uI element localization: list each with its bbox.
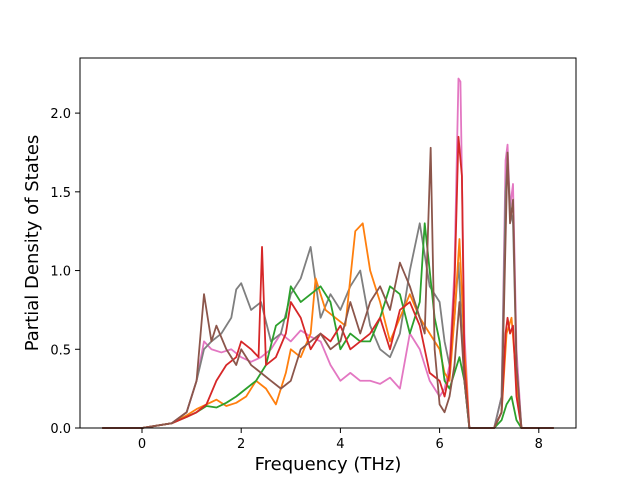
x-tick-label: 6	[435, 437, 443, 452]
y-tick-label: 0.5	[50, 343, 71, 358]
x-tick-label: 8	[535, 437, 543, 452]
y-tick-label: 0.0	[50, 422, 71, 437]
series-line-6	[102, 146, 554, 429]
y-axis: 0.0 0.5 1.0 1.5 2.0	[50, 107, 80, 437]
x-tick-label: 2	[237, 437, 245, 452]
y-tick-label: 1.0	[50, 265, 71, 280]
y-tick-label: 2.0	[50, 107, 71, 122]
series-line-2	[102, 159, 554, 429]
x-axis: 0 2 4 6 8	[138, 428, 543, 452]
axes-frame	[79, 57, 577, 429]
y-tick-label: 1.5	[50, 186, 71, 201]
x-tick-label: 4	[336, 437, 344, 452]
y-axis-label: Partial Density of States	[22, 135, 43, 352]
x-axis-label: Frequency (THz)	[255, 454, 402, 475]
plot-area	[102, 77, 554, 429]
x-tick-label: 0	[138, 437, 146, 452]
